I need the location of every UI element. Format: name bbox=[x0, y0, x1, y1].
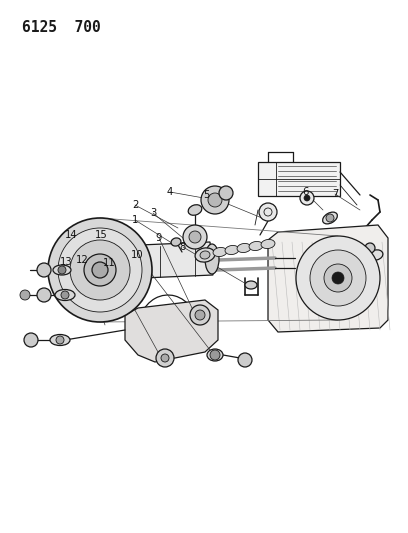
Text: 5: 5 bbox=[203, 190, 209, 200]
Circle shape bbox=[37, 288, 51, 302]
Text: 12: 12 bbox=[75, 255, 89, 265]
Text: 9: 9 bbox=[156, 233, 162, 243]
Text: 3: 3 bbox=[150, 208, 156, 218]
Circle shape bbox=[61, 291, 69, 299]
Ellipse shape bbox=[195, 248, 215, 262]
Text: 6125  700: 6125 700 bbox=[22, 20, 101, 35]
Ellipse shape bbox=[55, 289, 75, 301]
Circle shape bbox=[259, 203, 277, 221]
Ellipse shape bbox=[249, 241, 263, 251]
Ellipse shape bbox=[213, 247, 227, 256]
Text: 6: 6 bbox=[302, 187, 308, 197]
Circle shape bbox=[70, 240, 130, 300]
Polygon shape bbox=[140, 242, 213, 278]
Circle shape bbox=[365, 243, 375, 253]
Ellipse shape bbox=[188, 205, 202, 215]
Text: 15: 15 bbox=[95, 230, 107, 240]
Text: 7: 7 bbox=[332, 189, 338, 199]
Text: 8: 8 bbox=[180, 242, 186, 252]
Polygon shape bbox=[268, 225, 388, 332]
Circle shape bbox=[189, 231, 201, 243]
Polygon shape bbox=[125, 300, 218, 362]
Circle shape bbox=[208, 193, 222, 207]
Circle shape bbox=[58, 228, 142, 312]
Circle shape bbox=[84, 254, 116, 286]
Circle shape bbox=[310, 250, 366, 306]
Ellipse shape bbox=[237, 244, 251, 253]
Circle shape bbox=[56, 336, 64, 344]
Ellipse shape bbox=[207, 349, 223, 361]
Text: 13: 13 bbox=[60, 257, 72, 267]
Circle shape bbox=[210, 350, 220, 360]
Ellipse shape bbox=[171, 238, 181, 246]
Circle shape bbox=[92, 262, 108, 278]
Ellipse shape bbox=[50, 335, 70, 345]
Text: 2: 2 bbox=[132, 200, 138, 210]
Circle shape bbox=[20, 290, 30, 300]
Ellipse shape bbox=[225, 245, 239, 255]
Circle shape bbox=[190, 305, 210, 325]
Circle shape bbox=[296, 236, 380, 320]
Circle shape bbox=[161, 354, 169, 362]
Ellipse shape bbox=[323, 212, 337, 224]
Circle shape bbox=[324, 264, 352, 292]
Ellipse shape bbox=[369, 250, 383, 260]
Circle shape bbox=[238, 353, 252, 367]
Text: 14: 14 bbox=[65, 230, 77, 240]
Ellipse shape bbox=[132, 245, 148, 278]
Circle shape bbox=[300, 191, 314, 205]
Ellipse shape bbox=[245, 281, 257, 289]
Text: 4: 4 bbox=[167, 187, 173, 197]
Circle shape bbox=[48, 218, 152, 322]
Circle shape bbox=[58, 266, 66, 274]
Circle shape bbox=[304, 195, 310, 201]
Ellipse shape bbox=[53, 265, 71, 275]
Text: 1: 1 bbox=[132, 215, 138, 225]
Text: 10: 10 bbox=[131, 250, 143, 260]
Circle shape bbox=[195, 310, 205, 320]
Circle shape bbox=[24, 333, 38, 347]
Circle shape bbox=[201, 186, 229, 214]
Polygon shape bbox=[258, 162, 340, 196]
Ellipse shape bbox=[205, 244, 219, 274]
Circle shape bbox=[156, 349, 174, 367]
Circle shape bbox=[37, 263, 51, 277]
Circle shape bbox=[326, 214, 334, 222]
Circle shape bbox=[183, 225, 207, 249]
Circle shape bbox=[332, 272, 344, 284]
Ellipse shape bbox=[200, 251, 210, 259]
Text: 11: 11 bbox=[103, 258, 115, 268]
Circle shape bbox=[219, 186, 233, 200]
Ellipse shape bbox=[261, 239, 275, 248]
